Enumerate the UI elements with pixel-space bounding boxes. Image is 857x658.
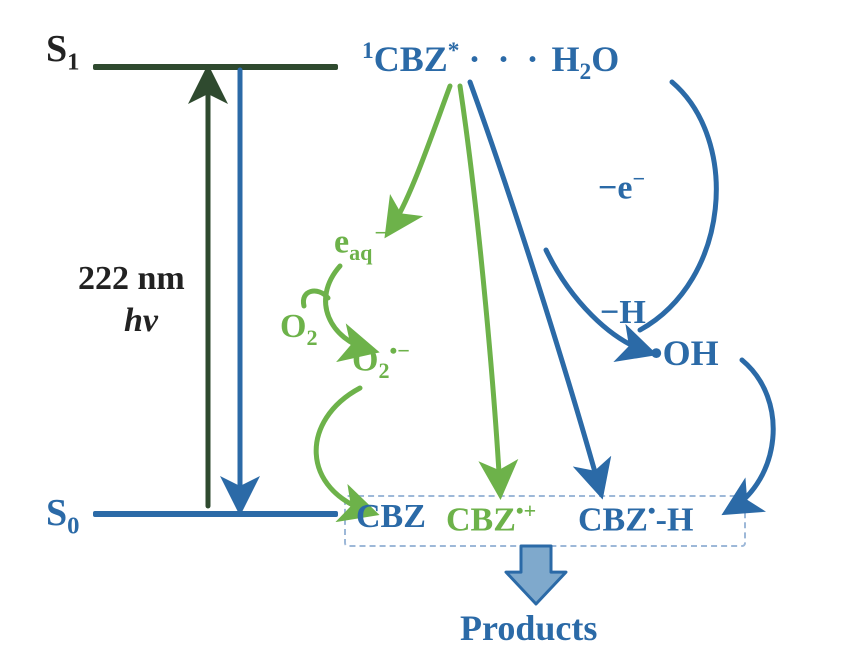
label-s1: S1 <box>46 30 79 75</box>
label-s0: S0 <box>46 494 79 539</box>
label-minus-e: −e− <box>598 168 645 205</box>
arrow-OH_to_box <box>730 360 773 510</box>
label-products: Products <box>460 610 597 646</box>
label-wavelength: 222 nm <box>78 262 185 296</box>
arrow-b_e_curve <box>640 82 716 330</box>
label-eaq: eaq− <box>334 222 387 264</box>
arrow-O2m_to_box <box>316 388 370 512</box>
label-cbz-h: CBZ•-H <box>578 500 693 537</box>
label-minus-h: −H <box>600 296 646 330</box>
label-hv: hv <box>124 304 158 338</box>
label-oh-radical: •OH <box>650 335 719 371</box>
label-o2: O2 <box>280 310 318 349</box>
arrow-eaq_to_O2m <box>326 266 370 350</box>
label-o2-minus: O2•− <box>352 340 410 382</box>
label-excited-state: 1CBZ* · · · H2O <box>362 40 619 85</box>
arrow-b_to_CBZH <box>470 82 600 490</box>
down-block-arrow-icon <box>506 546 566 604</box>
label-cbz: CBZ <box>356 500 426 534</box>
label-cbz-plus: CBZ•+ <box>446 500 536 537</box>
arrow-g_to_eaq <box>390 86 450 230</box>
